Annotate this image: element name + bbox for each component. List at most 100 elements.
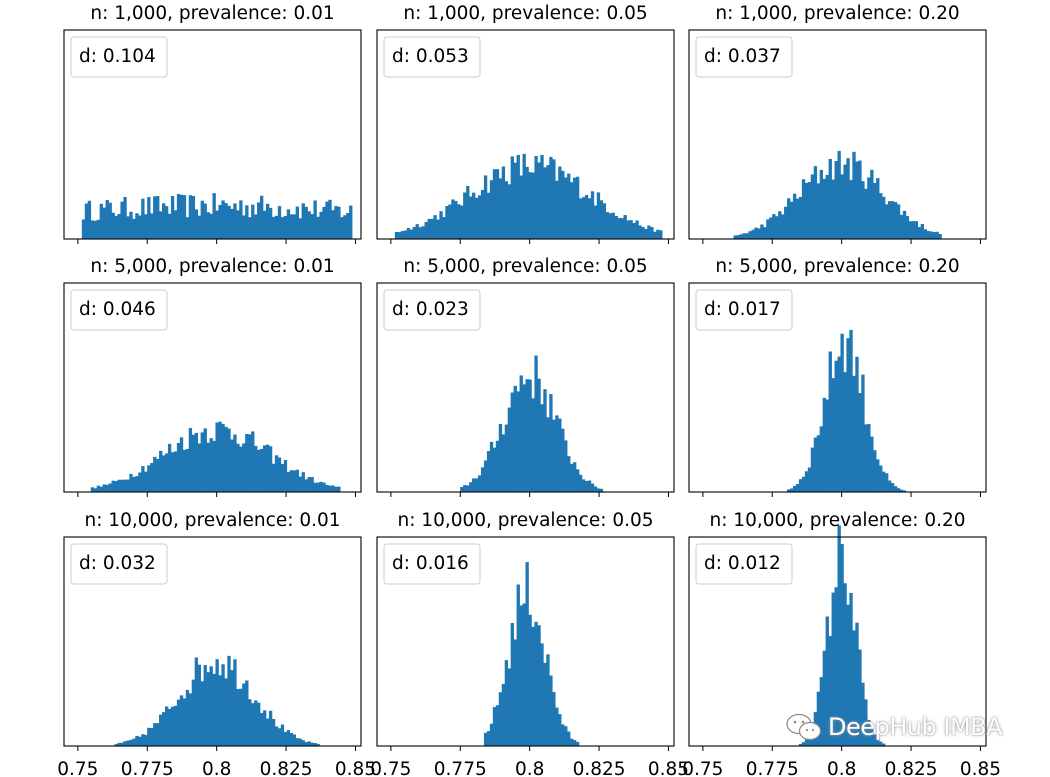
histogram-bar xyxy=(546,654,550,746)
histogram-bar xyxy=(772,214,776,239)
histogram-bar xyxy=(733,235,737,239)
histogram-bar xyxy=(215,210,219,239)
histogram-bar xyxy=(346,213,350,239)
watermark: DeepHub IMBA xyxy=(784,709,1003,745)
histogram-bar xyxy=(561,724,565,746)
histogram-bar xyxy=(277,457,282,492)
histogram-bar xyxy=(144,214,148,239)
histogram-bar xyxy=(197,443,201,492)
histogram-bar xyxy=(804,739,809,746)
x-tick-label: 0.75 xyxy=(682,759,723,777)
histogram-bar xyxy=(280,463,285,492)
panel-title: n: 10,000, prevalence: 0.20 xyxy=(709,510,965,531)
x-tick-label: 0.8 xyxy=(202,759,231,777)
histogram-bar xyxy=(760,224,764,239)
histogram-bar xyxy=(280,724,285,746)
histogram-bar xyxy=(167,708,172,746)
histogram-bar xyxy=(798,743,803,746)
histogram-bar xyxy=(123,741,127,746)
histogram-bar xyxy=(463,485,467,492)
histogram-bar xyxy=(176,699,181,746)
histogram-bar xyxy=(781,214,785,239)
histogram-bar xyxy=(304,479,308,492)
histogram-bar xyxy=(442,217,446,239)
histogram-bar xyxy=(230,670,234,746)
histogram-bar xyxy=(188,693,193,746)
histogram-bar xyxy=(454,200,458,239)
histogram-bar xyxy=(510,392,514,492)
legend-box xyxy=(695,36,793,78)
histogram-bar xyxy=(531,626,535,746)
histogram-bar xyxy=(102,207,106,239)
histogram-bar xyxy=(343,215,347,239)
histogram-bar xyxy=(141,466,145,492)
legend-box xyxy=(383,289,481,331)
histogram-bar xyxy=(501,683,506,746)
histogram-bar xyxy=(120,201,124,239)
histogram-bar xyxy=(564,726,568,746)
histogram-bar xyxy=(224,203,228,239)
histogram-bar xyxy=(873,734,877,746)
histogram-bar xyxy=(561,170,565,239)
histogram-bar xyxy=(307,211,311,239)
histogram-bar xyxy=(531,172,535,239)
histogram-bar xyxy=(522,384,526,492)
histogram-bar xyxy=(596,192,601,239)
histogram-bar xyxy=(873,182,877,239)
histogram-bar xyxy=(525,166,529,239)
histogram-bar xyxy=(575,741,580,746)
histogram-bar xyxy=(882,471,886,492)
histogram-bar xyxy=(819,426,823,492)
histogram-bar xyxy=(132,476,136,492)
histogram-bar xyxy=(340,217,344,239)
histogram-bar xyxy=(123,479,127,492)
histogram-bar xyxy=(206,672,210,746)
histogram-bar xyxy=(834,360,838,492)
legend-box xyxy=(70,36,168,78)
histogram-bar xyxy=(498,424,503,492)
histogram-bar xyxy=(870,728,874,746)
histogram-bar xyxy=(543,167,547,239)
histogram-bar xyxy=(99,203,103,239)
histogram-bar xyxy=(188,195,193,239)
histogram-panel: n: 10,000, prevalence: 0.01 0.75 0.775 0.8 0… xyxy=(57,510,376,777)
histogram-bar xyxy=(843,372,847,492)
histogram-bar xyxy=(93,220,98,239)
histogram-bar xyxy=(742,233,746,239)
histogram-bar xyxy=(93,488,98,492)
histogram-bar xyxy=(498,692,503,746)
histogram-bar xyxy=(170,196,175,239)
histogram-bar xyxy=(614,215,618,239)
histogram-bar xyxy=(126,216,130,239)
histogram-bar xyxy=(908,221,913,239)
histogram-bar xyxy=(274,215,279,239)
histogram-bar xyxy=(561,428,565,492)
histogram-bar xyxy=(495,169,500,239)
histogram-bar xyxy=(825,616,829,746)
panel-title: n: 10,000, prevalence: 0.01 xyxy=(84,510,340,531)
histogram-bar xyxy=(227,205,231,239)
histogram-bar xyxy=(483,732,488,746)
histogram-bar xyxy=(534,355,538,492)
histogram-bar xyxy=(608,213,612,239)
histogram-bar xyxy=(129,473,133,492)
histogram-bar xyxy=(209,438,213,492)
legend-text: d: 0.032 xyxy=(79,553,156,574)
histogram-bar xyxy=(271,463,276,492)
histogram-bar xyxy=(804,182,809,239)
histogram-bar xyxy=(126,740,130,746)
histogram-bar xyxy=(525,379,529,492)
histogram-bar xyxy=(656,229,660,239)
histogram-bar xyxy=(867,719,871,746)
histogram-bar xyxy=(748,231,752,239)
histogram-bar xyxy=(495,705,500,746)
axes-frame xyxy=(688,29,987,240)
histogram-bar xyxy=(846,604,850,746)
histogram-bar xyxy=(123,197,127,239)
histogram-bar xyxy=(325,201,329,239)
histogram-bar xyxy=(147,465,151,492)
histogram-bar xyxy=(590,191,595,239)
histogram-panel: n: 5,000, prevalence: 0.20 d: 0.017 xyxy=(688,256,987,497)
x-tick-label: 0.75 xyxy=(57,759,98,777)
histogram-bar xyxy=(111,480,115,492)
